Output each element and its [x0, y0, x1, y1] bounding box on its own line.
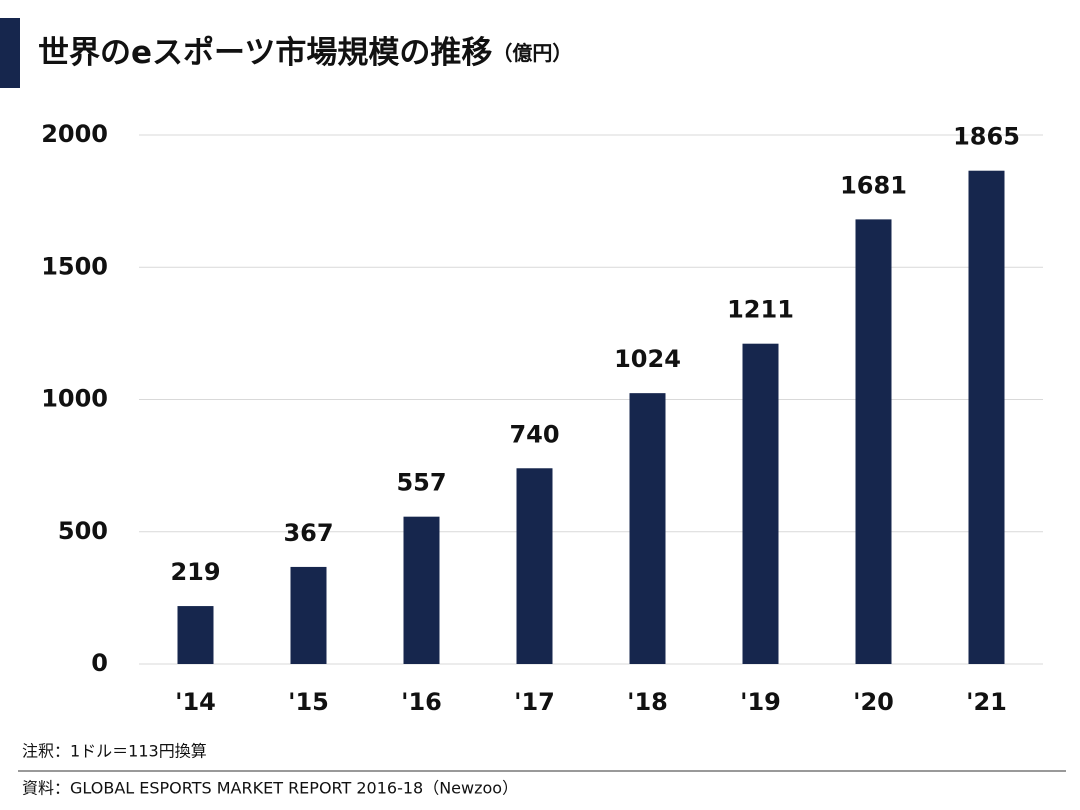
bar: [968, 170, 1005, 664]
bar: [516, 468, 553, 664]
y-tick-label: 500: [58, 517, 108, 545]
y-tick-label: 0: [91, 649, 108, 677]
value-label: 367: [283, 519, 333, 547]
y-tick-label: 1000: [41, 385, 108, 413]
x-tick-label: '20: [853, 688, 894, 716]
bar: [403, 516, 440, 664]
chart-title: 世界のeスポーツ市場規模の推移（億円）: [38, 35, 572, 71]
value-label: 1211: [727, 296, 794, 324]
bar: [290, 566, 327, 664]
value-label: 219: [170, 558, 220, 586]
x-tick-label: '14: [175, 688, 216, 716]
bar: [742, 343, 779, 664]
x-tick-label: '18: [627, 688, 668, 716]
title: 世界のeスポーツ市場規模の推移: [38, 35, 492, 71]
y-tick-label: 2000: [41, 120, 108, 148]
value-label: 557: [396, 469, 446, 497]
value-label: 740: [509, 420, 559, 448]
title-accent: [0, 18, 20, 88]
x-tick-label: '19: [740, 688, 781, 716]
value-label: 1865: [953, 123, 1020, 151]
note: 注釈：1ドル＝113円換算: [22, 742, 207, 761]
value-label: 1681: [840, 171, 907, 199]
bar: [177, 606, 214, 664]
x-tick-label: '21: [966, 688, 1007, 716]
value-label: 1024: [614, 345, 681, 373]
bar: [855, 219, 892, 665]
subtitle: （億円）: [492, 41, 572, 65]
x-tick-label: '17: [514, 688, 555, 716]
source: 資料：GLOBAL ESPORTS MARKET REPORT 2016-18（…: [22, 779, 518, 798]
y-tick-label: 1500: [41, 252, 108, 280]
x-tick-label: '15: [288, 688, 329, 716]
bar: [629, 393, 666, 664]
x-tick-label: '16: [401, 688, 442, 716]
